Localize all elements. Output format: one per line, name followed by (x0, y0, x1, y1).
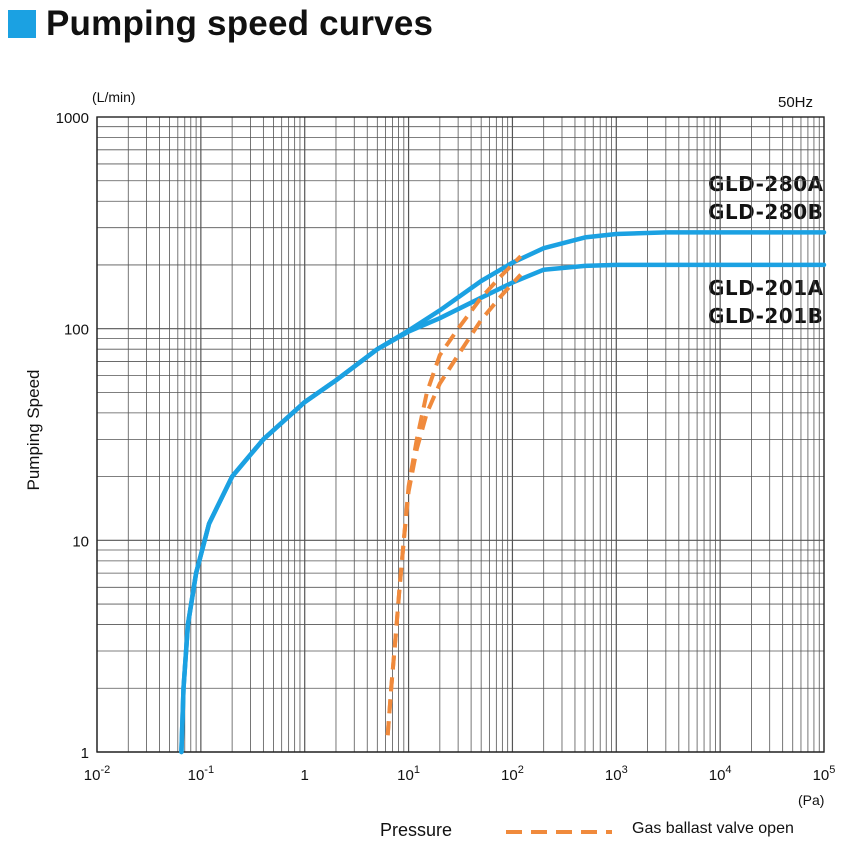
chart-title: Pumping speed curves (46, 4, 434, 43)
y-tick-label: 1000 (56, 110, 89, 127)
x-axis-label: Pressure (380, 820, 453, 840)
y-tick-label: 100 (64, 322, 89, 339)
series-label-gld-201a: GLD-201A (708, 276, 824, 300)
series-line-3 (385, 273, 523, 736)
legend-label: Gas ballast valve open (632, 820, 794, 837)
y-tick-label: 10 (72, 533, 89, 550)
series-label-gld-280a: GLD-280A (708, 172, 824, 196)
x-axis-unit: (Pa) (798, 792, 825, 808)
y-tick-label: 1 (81, 745, 89, 762)
x-tick-label: 102 (501, 764, 524, 784)
frequency-label: 50Hz (778, 94, 814, 111)
x-tick-label: 104 (709, 764, 732, 784)
series-line-2 (385, 254, 523, 736)
series-line-1 (179, 262, 827, 755)
y-axis-unit: (L/min) (92, 89, 136, 105)
title-block: Pumping speed curves (8, 4, 433, 44)
x-tick-label: 10-2 (84, 764, 110, 784)
x-tick-label: 101 (397, 764, 420, 784)
title-square-icon (8, 10, 36, 38)
series-label-gld-201b: GLD-201B (708, 304, 824, 328)
x-tick-label: 1 (301, 767, 309, 784)
plot-frame (96, 116, 825, 753)
x-tick-label: 105 (813, 764, 836, 784)
x-tick-label: 103 (605, 764, 628, 784)
series-label-gld-280b: GLD-280B (708, 200, 824, 224)
x-tick-label: 10-1 (188, 764, 214, 784)
